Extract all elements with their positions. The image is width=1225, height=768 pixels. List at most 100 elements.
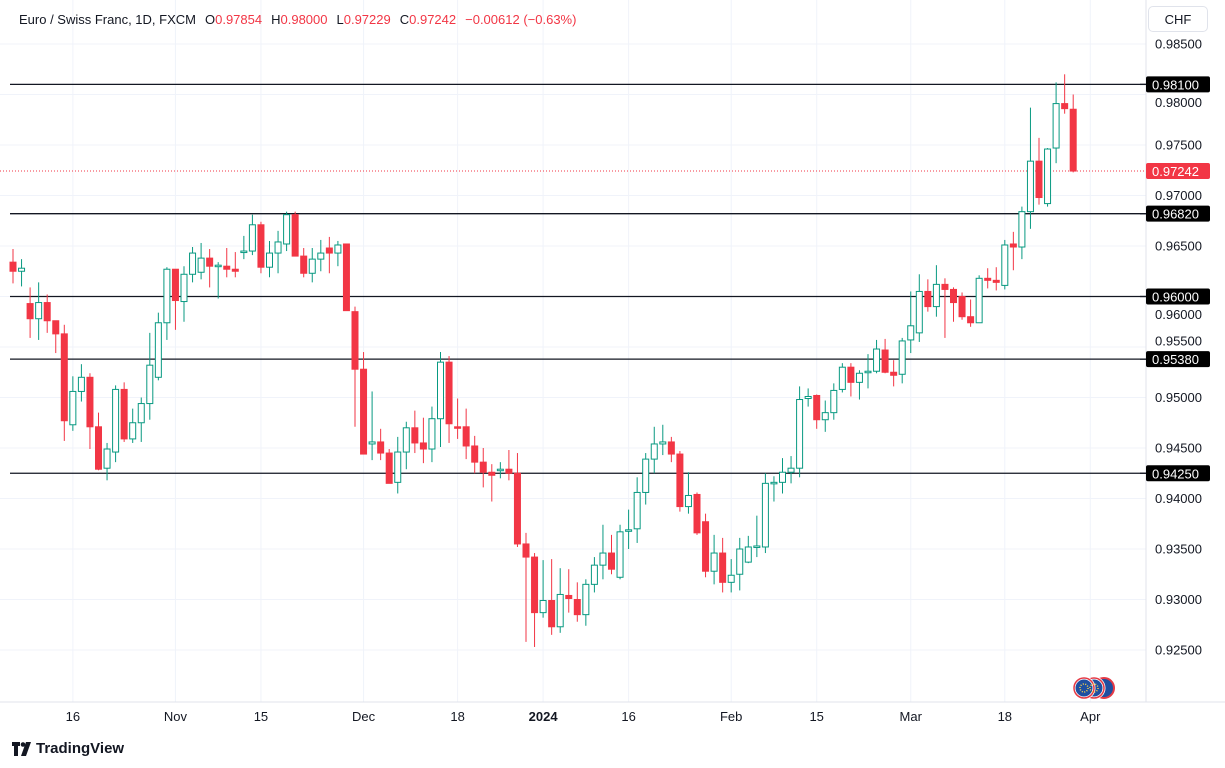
price-tick-label: 0.93000 <box>1155 592 1202 607</box>
candle-body <box>710 552 718 572</box>
candle-body <box>223 265 231 270</box>
candle-body <box>189 252 197 275</box>
price-tick-label: 0.96000 <box>1155 307 1202 322</box>
low-value: 0.97229 <box>343 12 391 27</box>
candle-body <box>804 395 812 400</box>
candle-body <box>197 257 205 273</box>
candle-body <box>719 552 727 583</box>
candle-body <box>958 296 966 318</box>
time-tick-label: 15 <box>809 709 823 724</box>
candle-body <box>471 445 479 463</box>
candle-body <box>283 214 291 245</box>
events-flags[interactable] <box>1070 676 1120 705</box>
candle-body <box>744 546 752 563</box>
level-price-text: 0.95380 <box>1152 352 1199 367</box>
candle-body <box>941 283 949 290</box>
candle-body <box>950 288 957 304</box>
candle-body <box>787 467 795 473</box>
candle-body <box>548 600 556 628</box>
candle-body <box>368 441 376 445</box>
candle-body <box>915 290 923 334</box>
candle-body <box>394 451 402 483</box>
candle-body <box>1069 108 1077 172</box>
currency-button[interactable]: CHF <box>1148 6 1208 32</box>
candle-body <box>496 468 504 472</box>
candle-body <box>753 545 761 548</box>
price-tick-label: 0.92500 <box>1155 643 1202 658</box>
candle-body <box>1044 148 1052 205</box>
eu-flag-icon <box>1072 676 1115 700</box>
current-price-text: 0.97242 <box>1152 164 1199 179</box>
time-tick-label: Apr <box>1080 709 1101 724</box>
candle-body <box>26 303 34 320</box>
candle-body <box>214 264 222 268</box>
candle-body <box>1009 243 1017 248</box>
candle-body <box>616 531 624 578</box>
candle-body <box>248 224 256 252</box>
time-tick-label: 16 <box>621 709 635 724</box>
candle-body <box>975 277 983 324</box>
candle-body <box>1061 103 1069 110</box>
candle-body <box>830 389 838 414</box>
candle-body <box>1052 103 1060 149</box>
candle-body <box>984 277 992 281</box>
price-tick-label: 0.97500 <box>1155 138 1202 153</box>
candle-body <box>180 273 188 303</box>
candle-body <box>18 267 26 272</box>
close-value: 0.97242 <box>409 12 457 27</box>
tradingview-logo-icon <box>12 741 31 756</box>
candle-body <box>505 468 513 474</box>
price-tick-label: 0.97000 <box>1155 188 1202 203</box>
candle-body <box>531 556 539 614</box>
candle-body <box>1018 211 1026 248</box>
candle-body <box>342 243 350 312</box>
candle-body <box>881 349 889 373</box>
candle-body <box>608 552 615 570</box>
time-tick-label: 2024 <box>529 709 559 724</box>
level-price-text: 0.94250 <box>1152 466 1199 481</box>
candle-body <box>325 247 333 254</box>
level-price-text: 0.98100 <box>1152 77 1199 92</box>
candle-body <box>35 302 43 320</box>
time-tick-label: 15 <box>254 709 268 724</box>
candle-body <box>402 427 410 453</box>
candle-body <box>86 376 94 428</box>
candle-body <box>573 599 581 616</box>
close-label: C <box>399 12 410 27</box>
candle-body <box>684 494 692 508</box>
candle-body <box>855 372 863 383</box>
candle-body <box>257 224 265 268</box>
level-price-badge <box>1146 465 1210 482</box>
candle-body <box>932 283 940 308</box>
price-axis[interactable]: 0.98500 0.98000 0.97500 0.97000 0.96500 0.960… <box>1155 37 1202 658</box>
candle-body <box>52 320 60 335</box>
candle-body <box>428 418 436 450</box>
candle-body <box>633 491 641 530</box>
high-label: H <box>271 12 281 27</box>
candle-body <box>642 458 650 493</box>
candle-body <box>300 255 308 274</box>
time-tick-label: Nov <box>164 709 188 724</box>
price-tick-label: 0.93500 <box>1155 542 1202 557</box>
candle-body <box>103 448 111 469</box>
price-tick-label: 0.98500 <box>1155 37 1202 52</box>
candle-body <box>590 564 598 585</box>
candle-body <box>779 471 786 483</box>
time-tick-label: 18 <box>998 709 1012 724</box>
candle-body <box>667 441 675 455</box>
candle-body <box>924 290 932 308</box>
level-price-badge <box>1146 205 1210 222</box>
candle-body <box>796 399 804 469</box>
candle-body <box>419 442 427 450</box>
candle-body <box>873 348 881 372</box>
candle-body <box>565 594 573 599</box>
price-tick-label: 0.94500 <box>1155 441 1202 456</box>
time-axis[interactable]: 16 Nov 15 Dec 18 2024 16 Feb 15 Mar 18 Apr <box>66 709 1101 724</box>
level-price-text: 0.96000 <box>1152 290 1199 305</box>
candle-body <box>462 426 470 447</box>
candle-body <box>9 261 17 272</box>
candle-body <box>129 422 137 440</box>
tradingview-logo[interactable]: TradingView <box>12 740 124 757</box>
horizontal-levels[interactable] <box>0 83 1146 474</box>
